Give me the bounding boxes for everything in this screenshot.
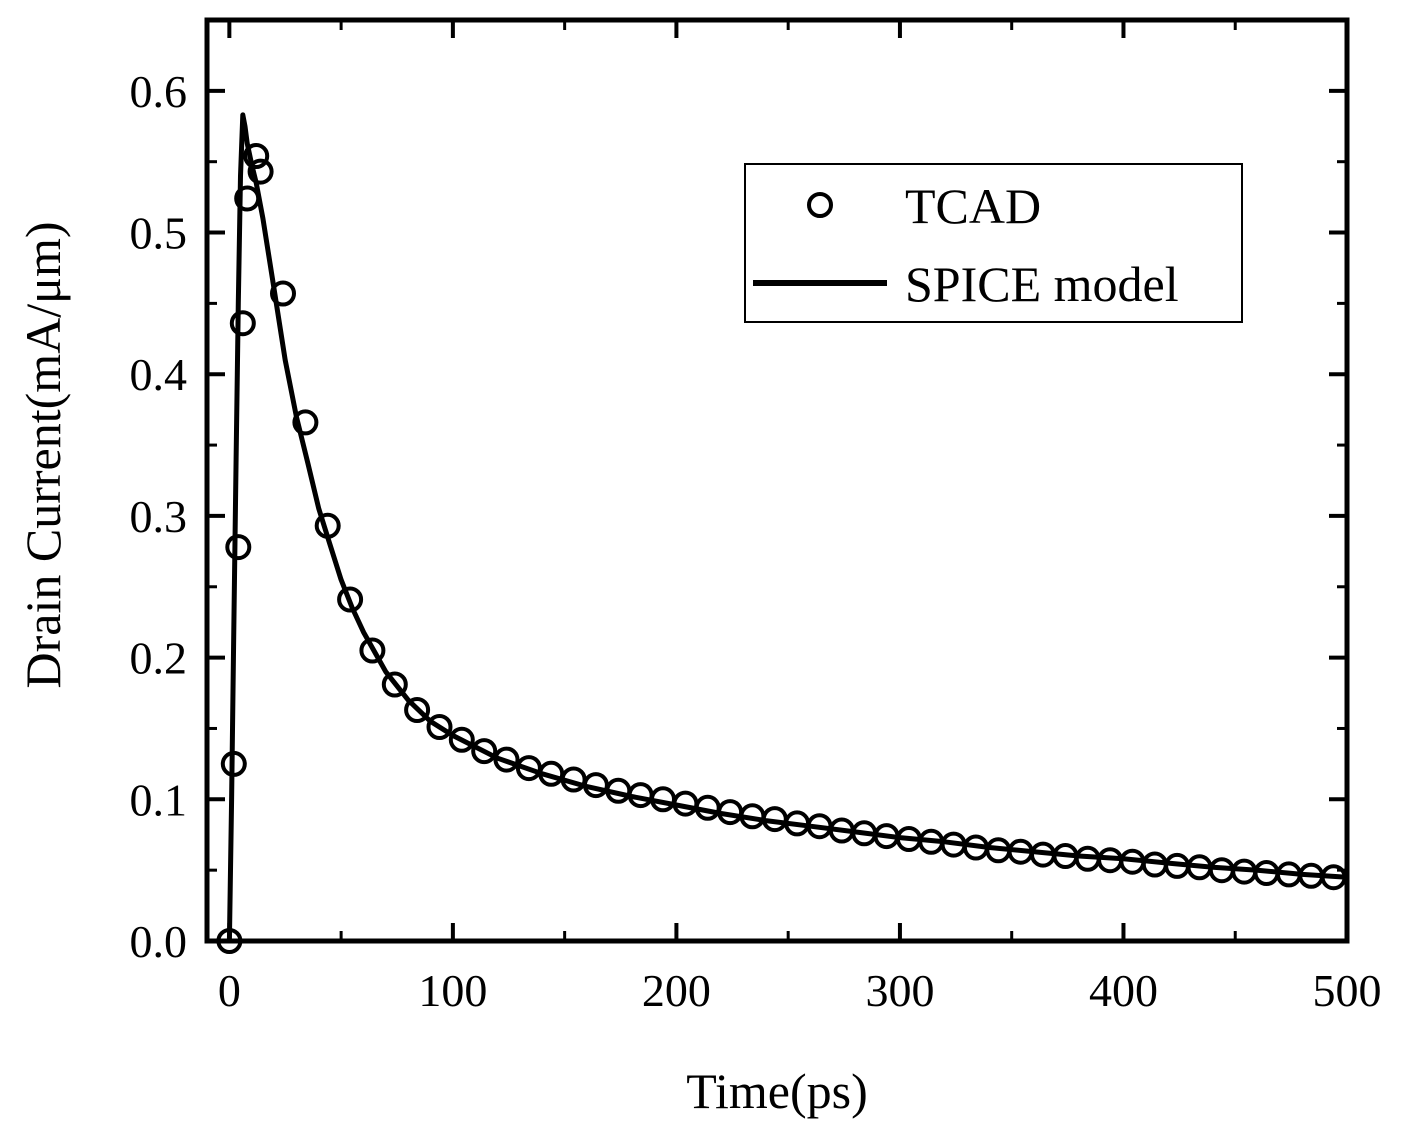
x-tick-label: 100: [418, 965, 487, 1016]
tcad-point: [229, 310, 256, 337]
x-tick-label: 200: [642, 965, 711, 1016]
tcad-point: [220, 750, 247, 777]
x-tick-label: 300: [865, 965, 934, 1016]
legend-marker-tcad: [807, 192, 833, 218]
tcad-point: [337, 586, 364, 613]
legend-label-tcad: TCAD: [905, 178, 1041, 234]
tcad-point: [426, 714, 453, 740]
tcad-point: [448, 726, 475, 753]
x-tick-label: 500: [1313, 965, 1382, 1016]
tcad-point: [359, 637, 386, 664]
tcad-point: [314, 512, 341, 539]
x-axis-title: Time(ps): [686, 1063, 868, 1119]
tcad-point: [234, 185, 261, 212]
legend: TCAD SPICE model: [744, 163, 1243, 323]
y-tick-label: 0.6: [130, 66, 188, 117]
tcad-point: [243, 143, 270, 169]
legend-box: [744, 163, 1243, 323]
plot-area: [216, 112, 1348, 954]
x-tick-label: 0: [218, 965, 241, 1016]
tcad-point: [404, 697, 431, 723]
tcad-point: [270, 280, 296, 307]
tcad-point: [471, 738, 498, 765]
y-tick-label: 0.1: [130, 774, 188, 825]
y-tick-label: 0.3: [130, 491, 188, 542]
tcad-point: [225, 534, 252, 561]
y-tick-label: 0.2: [130, 633, 188, 684]
x-tick-label: 400: [1089, 965, 1158, 1016]
series-line-spice-model: [226, 112, 1348, 942]
legend-label-spice: SPICE model: [905, 256, 1179, 312]
y-axis-title: Drain Current(mA/μm): [15, 222, 71, 689]
tcad-point: [292, 409, 319, 436]
y-tick-label: 0.4: [130, 349, 188, 400]
tcad-point: [493, 746, 520, 773]
tcad-point: [247, 158, 274, 185]
y-tick-label: 0.5: [130, 208, 188, 259]
tcad-point: [381, 671, 408, 698]
y-tick-label: 0.0: [130, 916, 188, 967]
ticks-layer: 0 100 200 300 400 500 0.0 0.1 0.2 0.3 0.4 0.5 0.6: [130, 18, 1382, 1016]
plot-frame: [204, 17, 1350, 944]
